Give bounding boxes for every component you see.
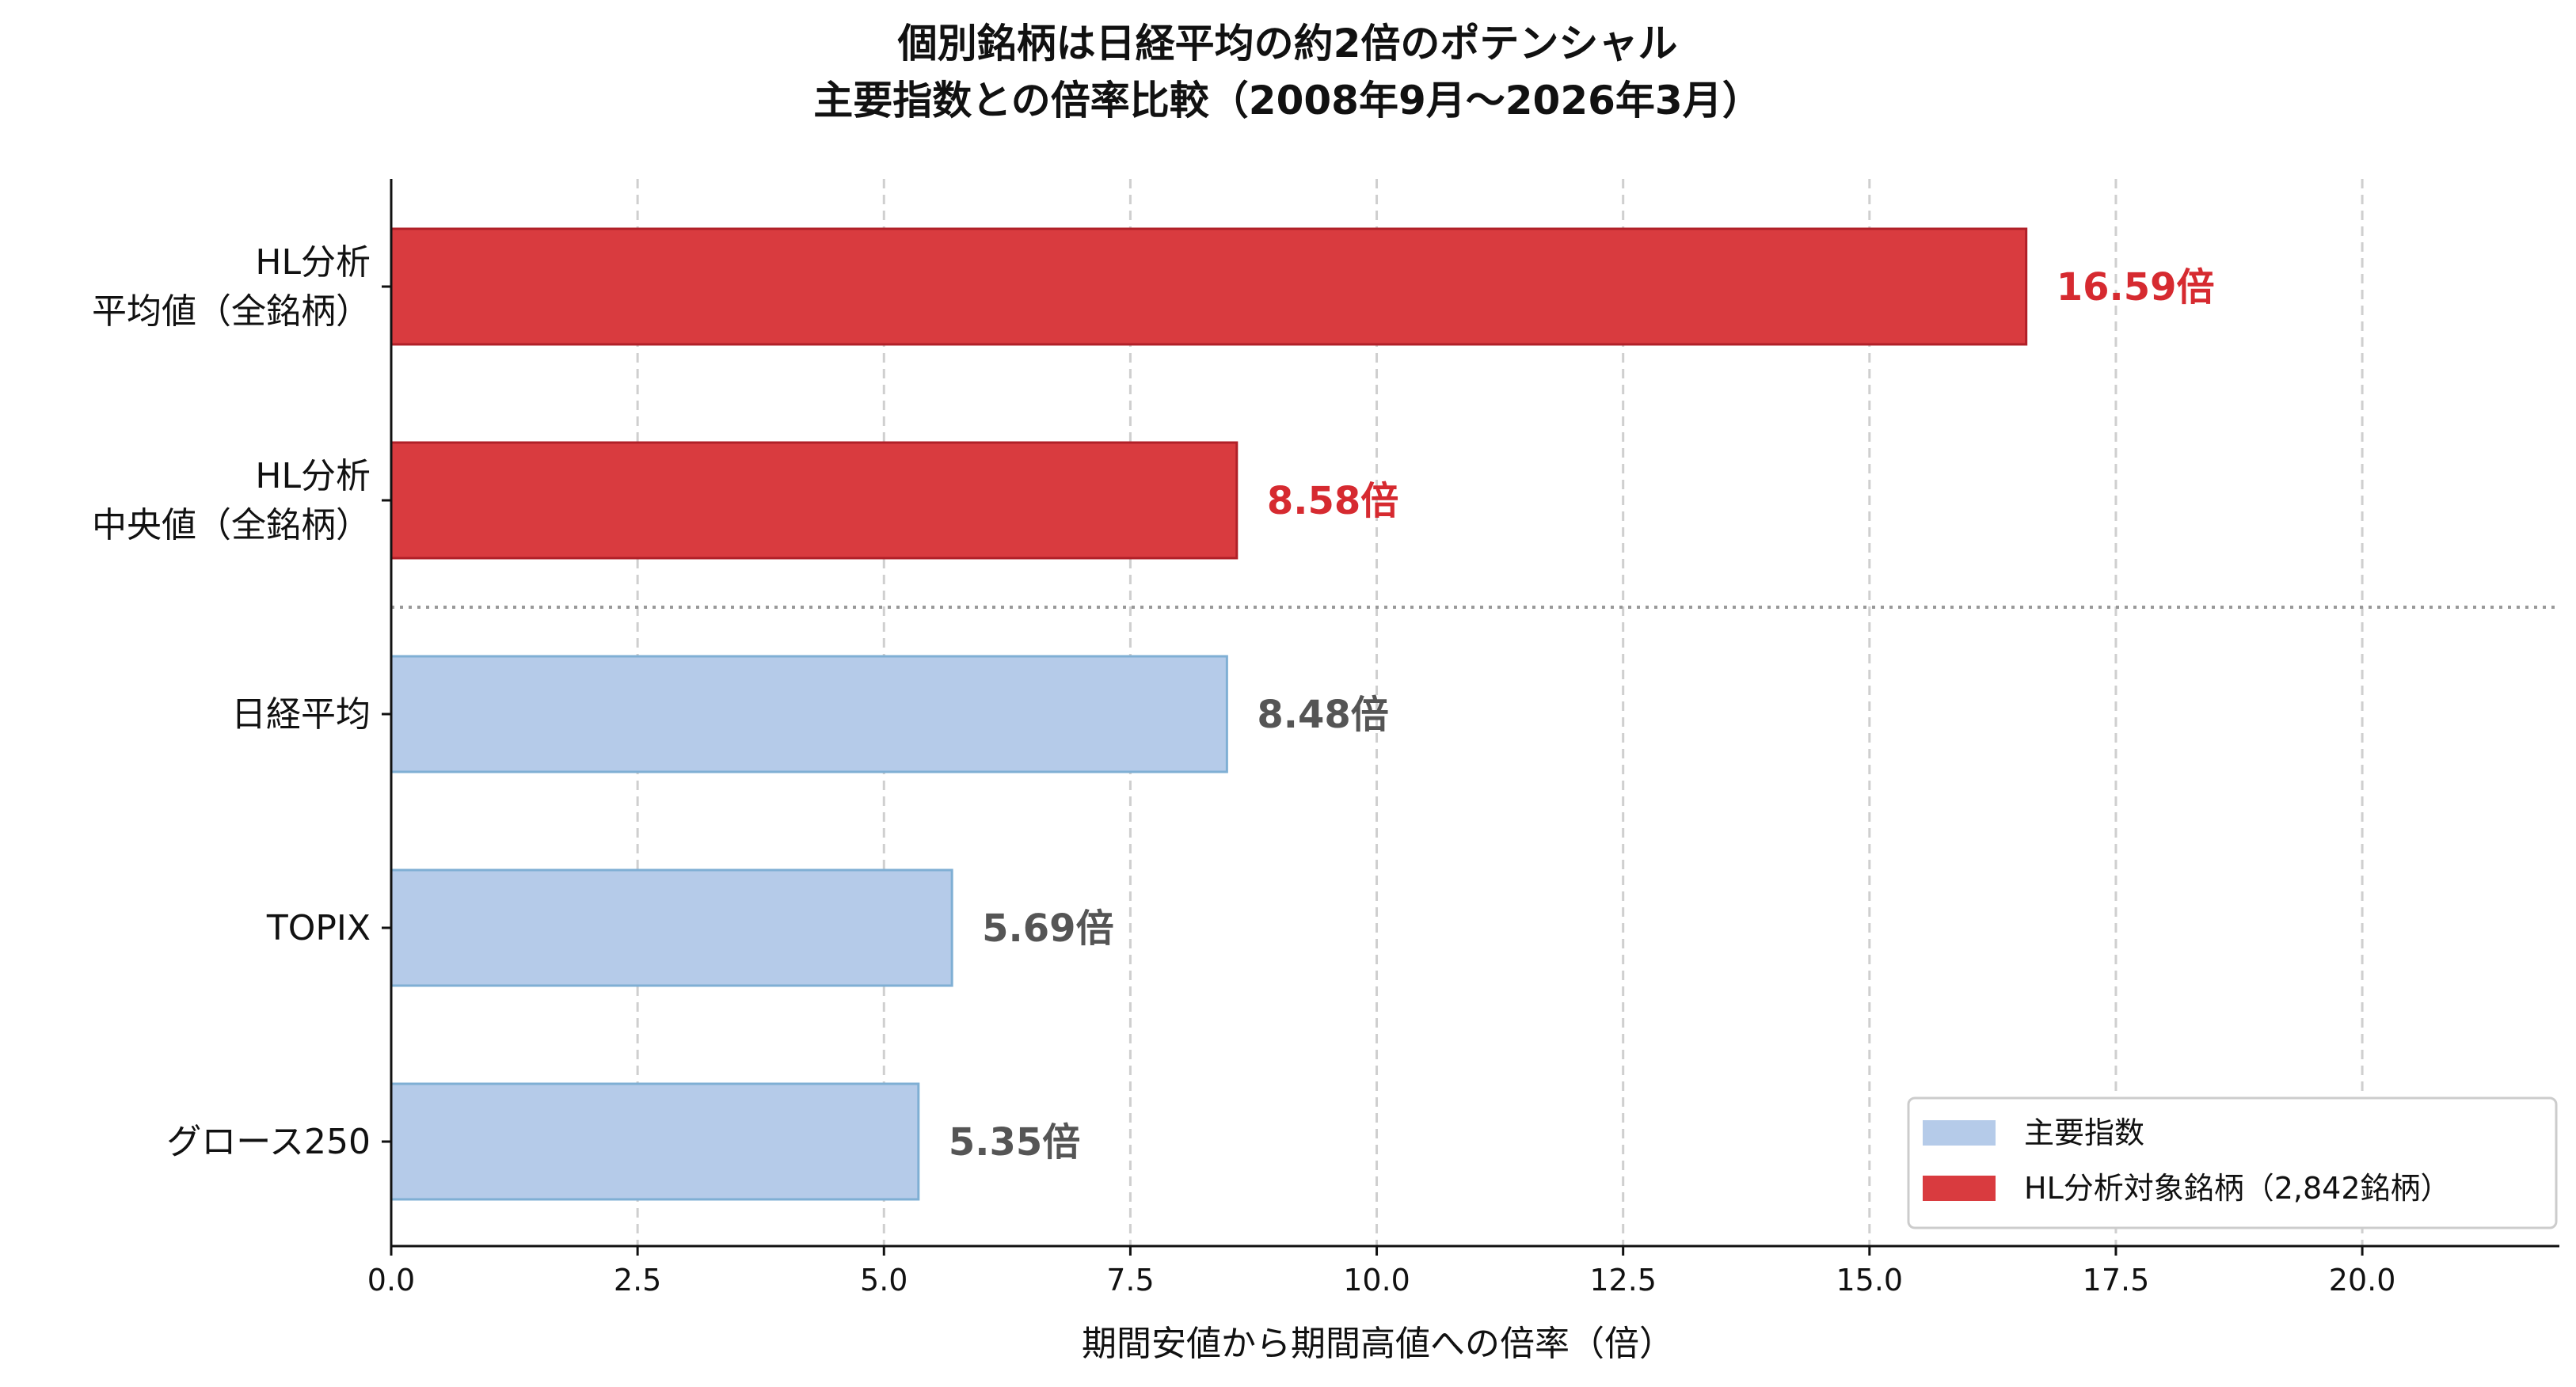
category-label: 平均値（全銘柄） xyxy=(92,291,371,332)
category-label: グロース250 xyxy=(166,1122,371,1162)
value-label: 16.59倍 xyxy=(2057,265,2215,310)
axes xyxy=(390,179,2559,1248)
x-tick-label: 12.5 xyxy=(1589,1263,1657,1298)
value-label: 5.69倍 xyxy=(982,906,1113,951)
category-label: TOPIX xyxy=(266,908,371,948)
legend-swatch-major-index xyxy=(1923,1120,1996,1146)
x-tick-label: 2.5 xyxy=(614,1263,661,1298)
bar xyxy=(390,868,953,987)
value-labels: 16.59倍 8.58倍 8.48倍 5.69倍 5.35倍 xyxy=(949,265,2215,1165)
x-tick-label: 20.0 xyxy=(2329,1263,2396,1298)
legend: 主要指数 HL分析対象銘柄（2,842銘柄） xyxy=(1907,1096,2558,1229)
x-tick-label: 7.5 xyxy=(1106,1263,1154,1298)
category-label: HL分析 xyxy=(255,456,371,496)
x-tick-label: 17.5 xyxy=(2083,1263,2150,1298)
value-label: 8.48倍 xyxy=(1257,693,1388,737)
legend-label-hl-stocks: HL分析対象銘柄（2,842銘柄） xyxy=(2024,1171,2451,1206)
grid-lines xyxy=(636,179,2364,1246)
value-label: 8.58倍 xyxy=(1267,479,1398,523)
category-label: 中央値（全銘柄） xyxy=(92,505,371,545)
x-axis-title: 期間安値から期間高値への倍率（倍） xyxy=(1082,1324,1674,1364)
bar xyxy=(390,227,2028,346)
bar xyxy=(390,655,1228,773)
x-tick-label: 5.0 xyxy=(860,1263,907,1298)
bar xyxy=(390,1082,920,1201)
x-tick-label: 10.0 xyxy=(1343,1263,1410,1298)
legend-label-major-index: 主要指数 xyxy=(2024,1115,2144,1150)
category-label: 日経平均 xyxy=(231,694,371,735)
legend-swatch-hl-stocks xyxy=(1923,1176,1996,1201)
x-tick-label: 0.0 xyxy=(367,1263,415,1298)
x-ticks: 0.0 2.5 5.0 7.5 10.0 12.5 15.0 17.5 20.0 xyxy=(367,285,2396,1298)
value-label: 5.35倍 xyxy=(949,1120,1080,1165)
legend-frame xyxy=(1907,1096,2558,1229)
category-label: HL分析 xyxy=(255,242,371,283)
bars xyxy=(390,227,2028,1201)
chart-title-line-2: 主要指数との倍率比較（2008年9月〜2026年3月） xyxy=(813,78,1761,124)
chart-title-line-1: 個別銘柄は日経平均の約2倍のポテンシャル xyxy=(897,21,1678,66)
bar xyxy=(390,441,1239,560)
x-tick-label: 15.0 xyxy=(1836,1263,1904,1298)
